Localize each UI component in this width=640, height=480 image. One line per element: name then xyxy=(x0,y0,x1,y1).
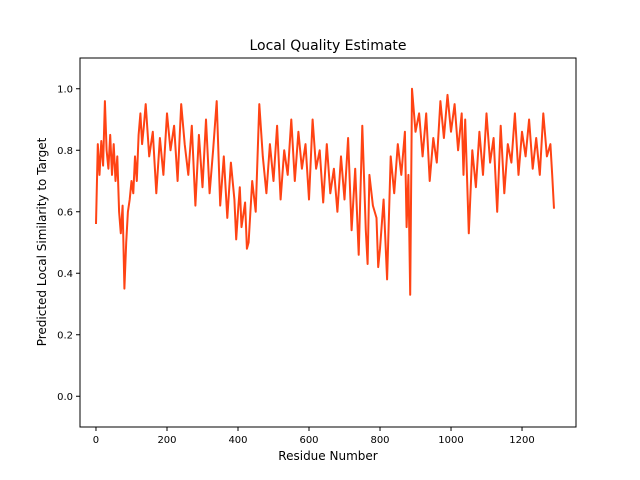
y-tick-label: 0.2 xyxy=(57,330,73,341)
y-axis-title: Predicted Local Similarity to Target xyxy=(35,137,49,346)
x-tick-label: 400 xyxy=(228,435,247,446)
x-tick-label: 0 xyxy=(93,435,99,446)
y-tick-label: 1.0 xyxy=(57,84,73,95)
x-tick-label: 200 xyxy=(157,435,176,446)
y-tick-label: 0.4 xyxy=(57,269,73,280)
plot-frame xyxy=(79,57,577,428)
x-tick-label: 1000 xyxy=(438,435,463,446)
series-line-0 xyxy=(95,87,555,296)
y-tick-label: 0.6 xyxy=(57,207,73,218)
x-axis-ticks: 0 200 400 600 800 1000 1200 xyxy=(93,427,535,446)
y-tick-label: 0.0 xyxy=(57,392,73,403)
x-tick-label: 800 xyxy=(370,435,389,446)
x-axis-title: Residue Number xyxy=(278,449,377,463)
series-layer xyxy=(95,87,555,296)
chart-title: Local Quality Estimate xyxy=(249,38,406,54)
x-tick-label: 1200 xyxy=(509,435,534,446)
y-tick-label: 0.8 xyxy=(57,146,73,157)
y-axis-ticks: 0.0 0.2 0.4 0.6 0.8 1.0 xyxy=(57,84,80,403)
x-tick-label: 600 xyxy=(299,435,318,446)
